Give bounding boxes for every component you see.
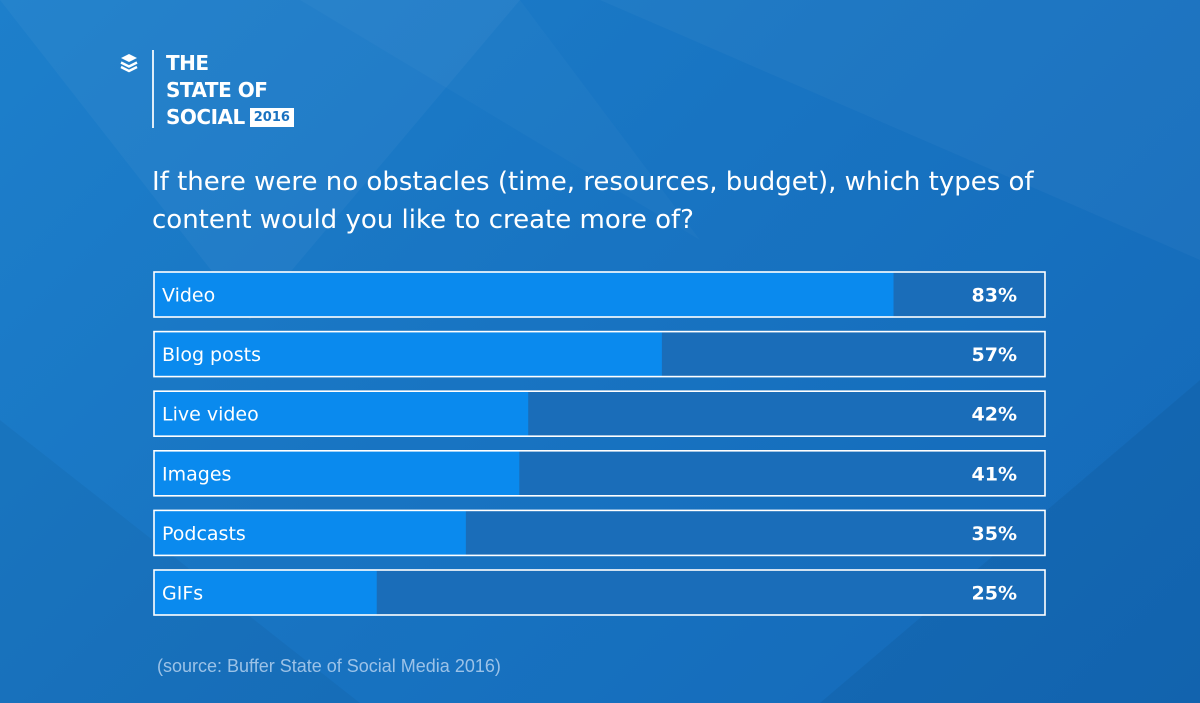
value-label: 57% [972,344,1017,366]
bar [154,450,520,496]
buffer-stack-icon [120,54,138,73]
logo-divider [152,50,154,128]
value-label: 35% [972,523,1017,545]
bar-border [153,509,1046,557]
bar-row: Blog posts 57% [153,330,1046,378]
bar-row: Video 83% [153,271,1046,318]
source-note: (source: Buffer State of Social Media 20… [157,656,501,676]
bar-row: Images 41% [153,449,1046,497]
value-label: 42% [972,404,1017,426]
bar [154,272,894,317]
value-label: 83% [972,285,1017,307]
brand-line-3: SOCIAL 2016 [166,104,294,131]
category-label: Blog posts [162,344,261,366]
bar [154,510,466,556]
value-label: 25% [972,583,1017,605]
bar-border [153,569,1046,616]
category-label: Live video [162,404,259,426]
bar-border [153,390,1046,438]
category-label: GIFs [162,583,203,605]
brand-line-3-text: SOCIAL [166,105,245,129]
bar-row: GIFs 25% [153,569,1046,616]
bar-border [153,271,1046,318]
chart-title: If there were no obstacles (time, resour… [152,167,1034,235]
brand-line-1: THE [166,51,209,75]
category-label: Images [162,463,231,485]
category-label: Video [162,285,215,307]
bar [154,570,377,615]
bar-row: Podcasts 35% [153,509,1046,557]
bar [154,331,662,377]
brand-wordmark: THE STATE OF SOCIAL 2016 [166,50,294,131]
bar-border [153,330,1046,378]
bar [154,391,529,437]
bar-border [153,449,1046,497]
bar-row: Live video 42% [153,390,1046,438]
value-label: 41% [972,463,1017,485]
category-label: Podcasts [162,523,246,545]
year-badge: 2016 [249,108,294,127]
brand-line-2: STATE OF [166,78,268,102]
brand-logo: THE STATE OF SOCIAL 2016 [119,50,294,131]
